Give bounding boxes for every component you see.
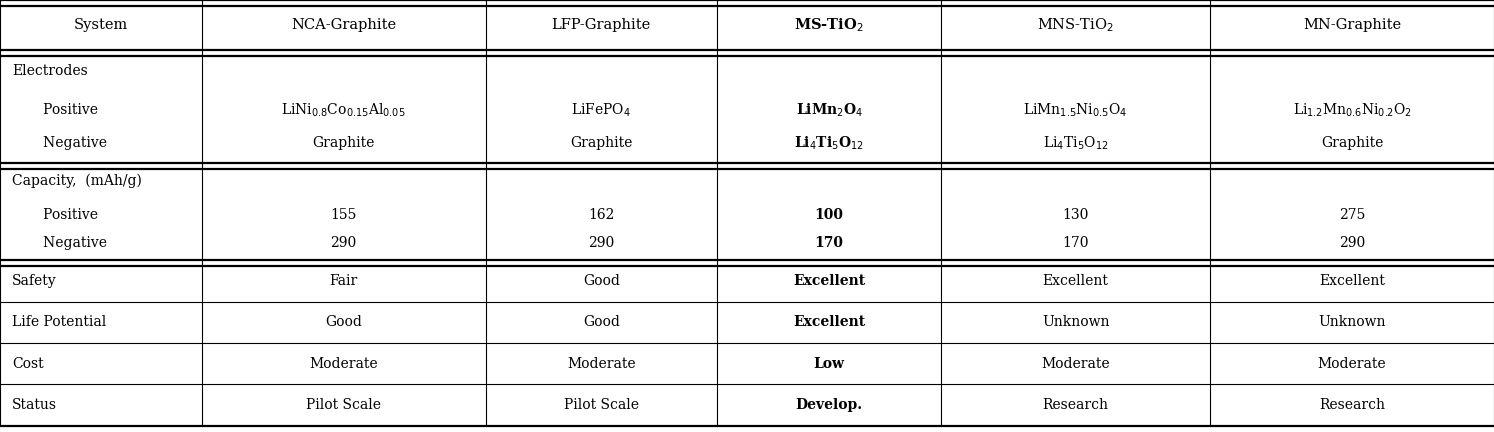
Text: Safety: Safety (12, 274, 57, 288)
Text: LiMn$_2$O$_4$: LiMn$_2$O$_4$ (796, 102, 862, 119)
Text: Excellent: Excellent (1319, 274, 1385, 288)
Text: 275: 275 (1339, 208, 1366, 222)
Text: Research: Research (1319, 398, 1385, 412)
Text: Good: Good (583, 315, 620, 329)
Text: Capacity,  (mAh/g): Capacity, (mAh/g) (12, 173, 142, 188)
Text: Excellent: Excellent (793, 315, 865, 329)
Text: Graphite: Graphite (1321, 136, 1383, 150)
Text: 130: 130 (1062, 208, 1089, 222)
Text: Good: Good (326, 315, 362, 329)
Text: Positive: Positive (30, 208, 99, 222)
Text: Positive: Positive (30, 103, 99, 117)
Text: Unknown: Unknown (1041, 315, 1110, 329)
Text: Fair: Fair (330, 274, 357, 288)
Text: Good: Good (583, 274, 620, 288)
Text: 170: 170 (1062, 236, 1089, 250)
Text: Li$_4$Ti$_5$O$_{12}$: Li$_4$Ti$_5$O$_{12}$ (1043, 134, 1109, 152)
Text: 290: 290 (330, 236, 357, 250)
Text: Excellent: Excellent (793, 274, 865, 288)
Text: Develop.: Develop. (796, 398, 862, 412)
Text: Moderate: Moderate (309, 356, 378, 371)
Text: MNS-TiO$_2$: MNS-TiO$_2$ (1037, 16, 1115, 34)
Text: MN-Graphite: MN-Graphite (1303, 18, 1401, 32)
Text: Status: Status (12, 398, 57, 412)
Text: Cost: Cost (12, 356, 43, 371)
Text: Low: Low (814, 356, 844, 371)
Text: MS-TiO$_2$: MS-TiO$_2$ (795, 16, 864, 34)
Text: Life Potential: Life Potential (12, 315, 106, 329)
Text: 290: 290 (1339, 236, 1366, 250)
Text: LFP-Graphite: LFP-Graphite (551, 18, 651, 32)
Text: Research: Research (1043, 398, 1109, 412)
Text: 290: 290 (589, 236, 614, 250)
Text: System: System (73, 18, 128, 32)
Text: Unknown: Unknown (1318, 315, 1386, 329)
Text: 100: 100 (814, 208, 844, 222)
Text: Moderate: Moderate (1318, 356, 1386, 371)
Text: 170: 170 (814, 236, 844, 250)
Text: Electrodes: Electrodes (12, 64, 88, 78)
Text: Li$_4$Ti$_5$O$_{12}$: Li$_4$Ti$_5$O$_{12}$ (795, 134, 864, 152)
Text: Graphite: Graphite (312, 136, 375, 150)
Text: Moderate: Moderate (1041, 356, 1110, 371)
Text: Pilot Scale: Pilot Scale (563, 398, 639, 412)
Text: LiNi$_{0.8}$Co$_{0.15}$Al$_{0.05}$: LiNi$_{0.8}$Co$_{0.15}$Al$_{0.05}$ (281, 102, 406, 119)
Text: Excellent: Excellent (1043, 274, 1109, 288)
Text: Li$_{1.2}$Mn$_{0.6}$Ni$_{0.2}$O$_2$: Li$_{1.2}$Mn$_{0.6}$Ni$_{0.2}$O$_2$ (1292, 102, 1412, 119)
Text: 155: 155 (330, 208, 357, 222)
Text: 162: 162 (589, 208, 614, 222)
Text: LiFePO$_4$: LiFePO$_4$ (571, 102, 632, 119)
Text: LiMn$_{1.5}$Ni$_{0.5}$O$_4$: LiMn$_{1.5}$Ni$_{0.5}$O$_4$ (1023, 102, 1128, 119)
Text: Moderate: Moderate (568, 356, 635, 371)
Text: Pilot Scale: Pilot Scale (306, 398, 381, 412)
Text: Negative: Negative (30, 136, 108, 150)
Text: NCA-Graphite: NCA-Graphite (291, 18, 396, 32)
Text: Graphite: Graphite (571, 136, 632, 150)
Text: Negative: Negative (30, 236, 108, 250)
